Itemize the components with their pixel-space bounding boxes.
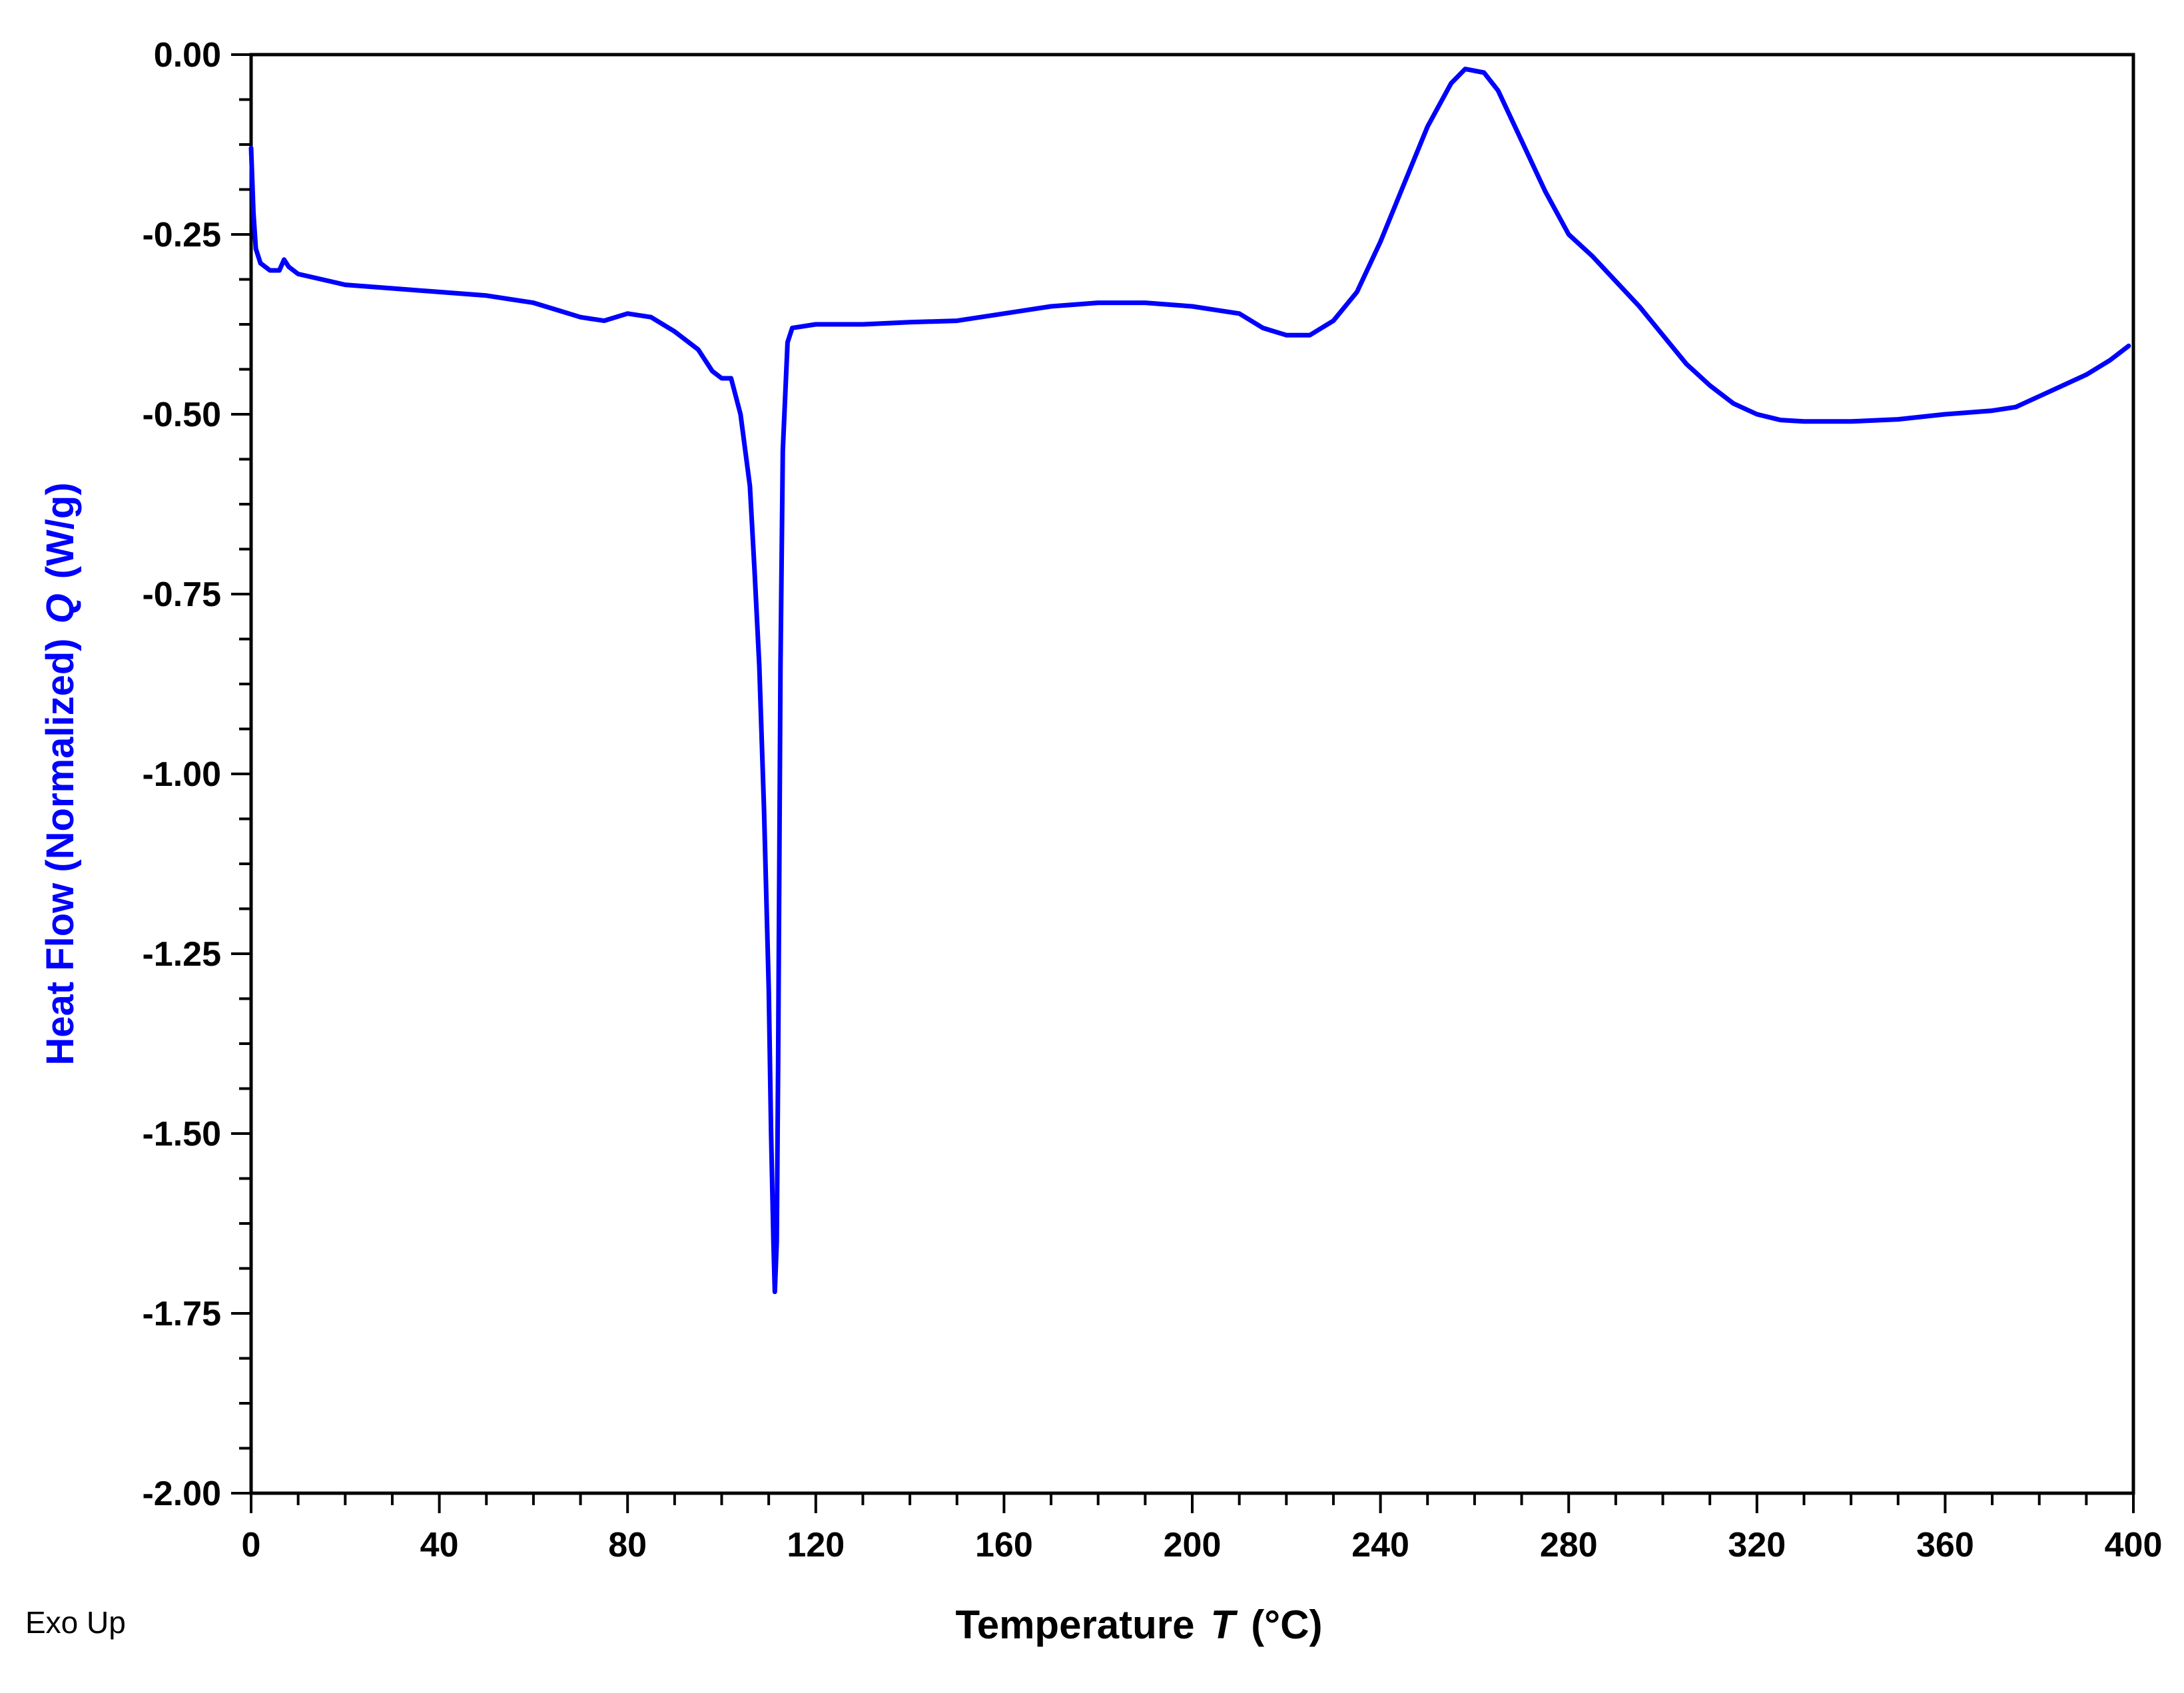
y-tick-label: -1.25 — [142, 935, 221, 974]
y-tick-label: 0.00 — [154, 36, 221, 75]
x-axis-title: Temperature T (°C) — [956, 1602, 1323, 1647]
y-tick-label: -2.00 — [142, 1475, 221, 1513]
y-tick-label: -1.50 — [142, 1115, 221, 1154]
x-tick-label: 120 — [787, 1526, 845, 1564]
x-tick-label: 240 — [1351, 1526, 1409, 1564]
exo-up-note: Exo Up — [25, 1605, 126, 1640]
x-tick-label: 160 — [975, 1526, 1033, 1564]
y-tick-label: -0.50 — [142, 396, 221, 434]
x-tick-label: 280 — [1540, 1526, 1598, 1564]
plot-frame — [249, 53, 2135, 1495]
x-tick-label: 360 — [1916, 1526, 1974, 1564]
x-tick-label: 80 — [608, 1526, 647, 1564]
x-tick-label: 0 — [242, 1526, 261, 1564]
x-axis: 0 40 80 120 160 200 240 280 320 360 400 — [242, 1493, 2163, 1564]
x-tick-label: 200 — [1164, 1526, 1222, 1564]
heat-flow-curve — [248, 67, 2131, 1295]
y-tick-label: -0.25 — [142, 216, 221, 254]
y-axis: 0.00 -0.25 -0.50 -0.75 -1.00 -1.25 -1.50 -1.75 -… — [142, 36, 251, 1513]
x-tick-label: 320 — [1728, 1526, 1786, 1564]
x-tick-label: 400 — [2105, 1526, 2163, 1564]
y-axis-title: Heat Flow (Normalized)Q(W/g) — [39, 482, 82, 1065]
x-tick-label: 40 — [420, 1526, 459, 1564]
y-tick-label: -0.75 — [142, 575, 221, 614]
y-tick-label: -1.00 — [142, 755, 221, 794]
y-tick-label: -1.75 — [142, 1295, 221, 1333]
